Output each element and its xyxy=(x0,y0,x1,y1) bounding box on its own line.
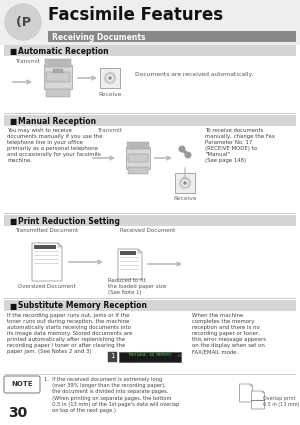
Bar xyxy=(4,213,296,214)
Text: You may wish to receive
documents manually if you use the
telephone line in your: You may wish to receive documents manual… xyxy=(7,128,103,163)
Text: ■: ■ xyxy=(9,46,16,56)
Polygon shape xyxy=(138,249,142,253)
Text: NOTE: NOTE xyxy=(11,381,33,387)
Bar xyxy=(4,113,296,114)
Text: Automatic Reception: Automatic Reception xyxy=(18,46,109,56)
Text: Receive: Receive xyxy=(173,196,197,201)
Bar xyxy=(127,142,149,149)
Text: ■: ■ xyxy=(9,216,16,226)
FancyBboxPatch shape xyxy=(4,376,40,393)
Text: Documents are received automatically.: Documents are received automatically. xyxy=(135,71,253,76)
Bar xyxy=(119,352,181,362)
Text: Print Reduction Setting: Print Reduction Setting xyxy=(18,216,120,226)
Bar xyxy=(100,68,120,88)
Bar xyxy=(4,374,296,375)
Text: MESSAGE IN MEMORY: MESSAGE IN MEMORY xyxy=(129,354,171,357)
Bar xyxy=(128,167,148,174)
Text: (⁠P: (⁠P xyxy=(16,15,31,28)
Polygon shape xyxy=(262,391,265,393)
Circle shape xyxy=(182,180,188,186)
Text: Transmit: Transmit xyxy=(98,128,122,133)
Text: Receiving Documents: Receiving Documents xyxy=(52,32,146,42)
Bar xyxy=(108,352,117,362)
Polygon shape xyxy=(251,391,265,409)
Circle shape xyxy=(104,73,116,83)
Circle shape xyxy=(109,77,111,79)
Polygon shape xyxy=(239,384,253,402)
Bar xyxy=(175,173,195,193)
Bar xyxy=(4,115,296,126)
Text: 1.  If the received document is extremely long
     (over 39% longer than the re: 1. If the received document is extremely… xyxy=(44,377,179,413)
Text: Transmitted Document: Transmitted Document xyxy=(15,228,79,233)
Text: Facsimile Features: Facsimile Features xyxy=(48,6,223,24)
Text: ■: ■ xyxy=(9,116,16,125)
Text: Substitute Memory Reception: Substitute Memory Reception xyxy=(18,301,147,311)
Text: 30: 30 xyxy=(8,406,27,420)
Text: Oversized Document: Oversized Document xyxy=(18,284,76,289)
Text: To receive documents
manually, change the Fax
Parameter No. 17
(RECEIVE MODE) to: To receive documents manually, change th… xyxy=(205,128,275,163)
Bar xyxy=(4,300,296,311)
Text: Received Document: Received Document xyxy=(120,228,176,233)
Bar xyxy=(0,0,300,45)
Bar xyxy=(48,31,296,42)
Bar xyxy=(46,89,70,97)
Bar xyxy=(34,245,56,249)
Bar xyxy=(4,298,296,299)
Circle shape xyxy=(107,75,113,81)
Circle shape xyxy=(184,182,186,184)
Bar xyxy=(126,147,150,169)
Text: ■: ■ xyxy=(9,301,16,311)
Bar xyxy=(128,154,148,162)
Circle shape xyxy=(185,152,191,158)
Text: Overlap print
0.5 in (13 mm): Overlap print 0.5 in (13 mm) xyxy=(263,396,299,407)
Bar xyxy=(45,59,71,67)
Circle shape xyxy=(179,178,191,189)
Text: Receive: Receive xyxy=(98,92,122,97)
Text: Reduced to fit
the loaded paper size
(See Note 1): Reduced to fit the loaded paper size (Se… xyxy=(108,278,166,295)
Text: 1/1: 1/1 xyxy=(177,354,183,358)
Polygon shape xyxy=(250,384,253,386)
Polygon shape xyxy=(32,243,62,281)
Polygon shape xyxy=(118,249,142,279)
Bar xyxy=(53,69,63,73)
Text: When the machine
completes the memory
reception and there is no
recording paper : When the machine completes the memory re… xyxy=(192,313,266,354)
Bar xyxy=(46,72,70,82)
Polygon shape xyxy=(58,243,62,247)
Bar xyxy=(4,215,296,226)
Text: Transmit: Transmit xyxy=(16,59,41,64)
Bar xyxy=(4,45,296,56)
Text: If the recording paper runs out, jams or if the
toner runs out during reception,: If the recording paper runs out, jams or… xyxy=(7,313,132,354)
Bar xyxy=(120,251,136,255)
Circle shape xyxy=(5,4,41,40)
Text: 1: 1 xyxy=(110,352,115,359)
Circle shape xyxy=(179,146,185,152)
Bar xyxy=(44,65,72,89)
Text: Manual Reception: Manual Reception xyxy=(18,116,96,125)
